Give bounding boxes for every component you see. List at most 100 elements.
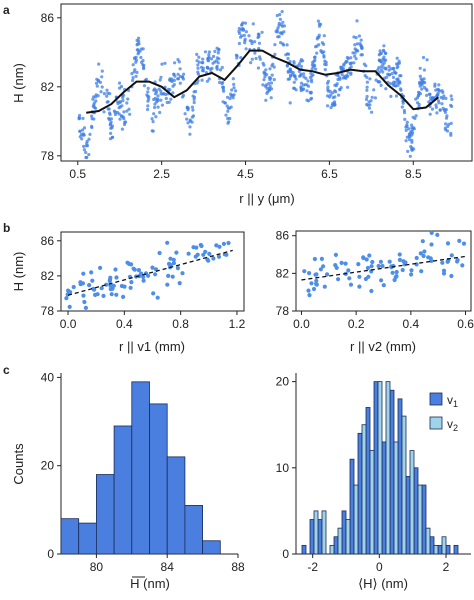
data-point <box>410 148 414 152</box>
data-point <box>323 68 327 72</box>
data-point <box>395 66 399 70</box>
histogram-bar-v1 <box>437 544 443 555</box>
data-point <box>437 88 441 92</box>
data-point <box>323 62 327 66</box>
data-point <box>257 34 261 39</box>
data-point <box>396 81 400 85</box>
data-point <box>156 105 160 109</box>
data-point <box>421 55 426 60</box>
data-point <box>404 139 408 143</box>
y-axis-title: H (nm) <box>11 252 26 292</box>
histogram-bar-v2 <box>385 381 391 555</box>
data-point <box>225 95 230 99</box>
data-point <box>165 282 170 287</box>
data-point <box>418 81 422 86</box>
data-point <box>374 78 378 82</box>
data-point <box>387 259 392 264</box>
data-point <box>216 254 222 259</box>
data-point <box>261 83 265 87</box>
data-point <box>136 268 141 273</box>
data-point <box>422 77 426 81</box>
data-point <box>215 56 219 60</box>
x-tick-label: 0.6 <box>457 317 474 331</box>
histogram-bar-v1 <box>373 381 379 555</box>
data-point <box>78 135 82 139</box>
data-point <box>365 94 369 99</box>
data-point <box>221 241 226 246</box>
data-point <box>384 87 388 91</box>
data-point <box>425 58 429 62</box>
data-point <box>160 103 164 107</box>
data-point <box>214 243 219 248</box>
data-point <box>234 89 238 93</box>
data-point <box>425 93 429 97</box>
data-point <box>378 58 382 63</box>
data-point <box>168 78 172 82</box>
data-point <box>440 102 444 106</box>
data-point <box>122 93 126 97</box>
data-point <box>400 105 404 109</box>
x-axis-title: r || y (μm) <box>239 191 294 206</box>
data-point <box>394 84 398 88</box>
data-point <box>310 96 314 100</box>
x-tick-label: 80 <box>90 560 104 574</box>
data-point <box>329 93 333 97</box>
data-point <box>387 68 391 72</box>
legend-swatch <box>429 392 443 406</box>
data-point <box>183 112 187 116</box>
data-point <box>96 78 100 82</box>
data-point <box>213 49 217 54</box>
data-point <box>171 257 176 262</box>
histogram-bar-v2 <box>345 519 351 555</box>
y-tick-label: 10 <box>276 461 290 475</box>
data-point <box>421 253 426 259</box>
data-point <box>156 97 160 101</box>
data-point <box>232 93 236 97</box>
data-point <box>269 76 273 80</box>
x-tick-label: 0.0 <box>60 317 77 331</box>
data-point <box>318 267 323 272</box>
data-point <box>174 250 179 255</box>
data-point <box>299 81 304 85</box>
data-point <box>267 87 271 91</box>
data-point <box>355 19 359 23</box>
data-point <box>284 53 288 57</box>
histogram-bar-v2 <box>393 441 399 555</box>
data-point <box>311 73 315 77</box>
data-point <box>250 57 254 61</box>
data-point <box>163 61 167 65</box>
data-point <box>158 78 162 82</box>
data-point <box>315 51 319 55</box>
data-point <box>378 52 382 56</box>
data-point <box>253 51 257 55</box>
data-point <box>263 84 268 88</box>
fit-line <box>301 255 466 281</box>
data-point <box>107 107 111 111</box>
data-point <box>121 96 125 100</box>
data-point <box>97 62 101 66</box>
data-point <box>182 72 186 76</box>
data-point <box>248 39 252 43</box>
data-point <box>257 41 262 45</box>
data-point <box>441 106 445 110</box>
data-point <box>113 112 117 117</box>
data-point <box>382 55 386 59</box>
data-point <box>82 126 87 130</box>
histogram-bar-v1 <box>421 484 427 555</box>
data-point <box>211 61 215 65</box>
data-point <box>262 71 266 75</box>
data-point <box>311 65 315 69</box>
data-point <box>364 97 369 101</box>
data-point <box>150 265 155 270</box>
data-point <box>449 273 454 279</box>
data-point <box>364 257 369 262</box>
data-point <box>77 116 81 120</box>
data-point <box>418 84 422 88</box>
data-point <box>269 96 273 100</box>
data-point <box>354 57 358 61</box>
data-point <box>217 244 222 249</box>
data-point <box>349 56 353 60</box>
y-axis-title: H (nm) <box>11 63 26 103</box>
data-point <box>396 78 400 83</box>
data-point <box>312 59 316 63</box>
